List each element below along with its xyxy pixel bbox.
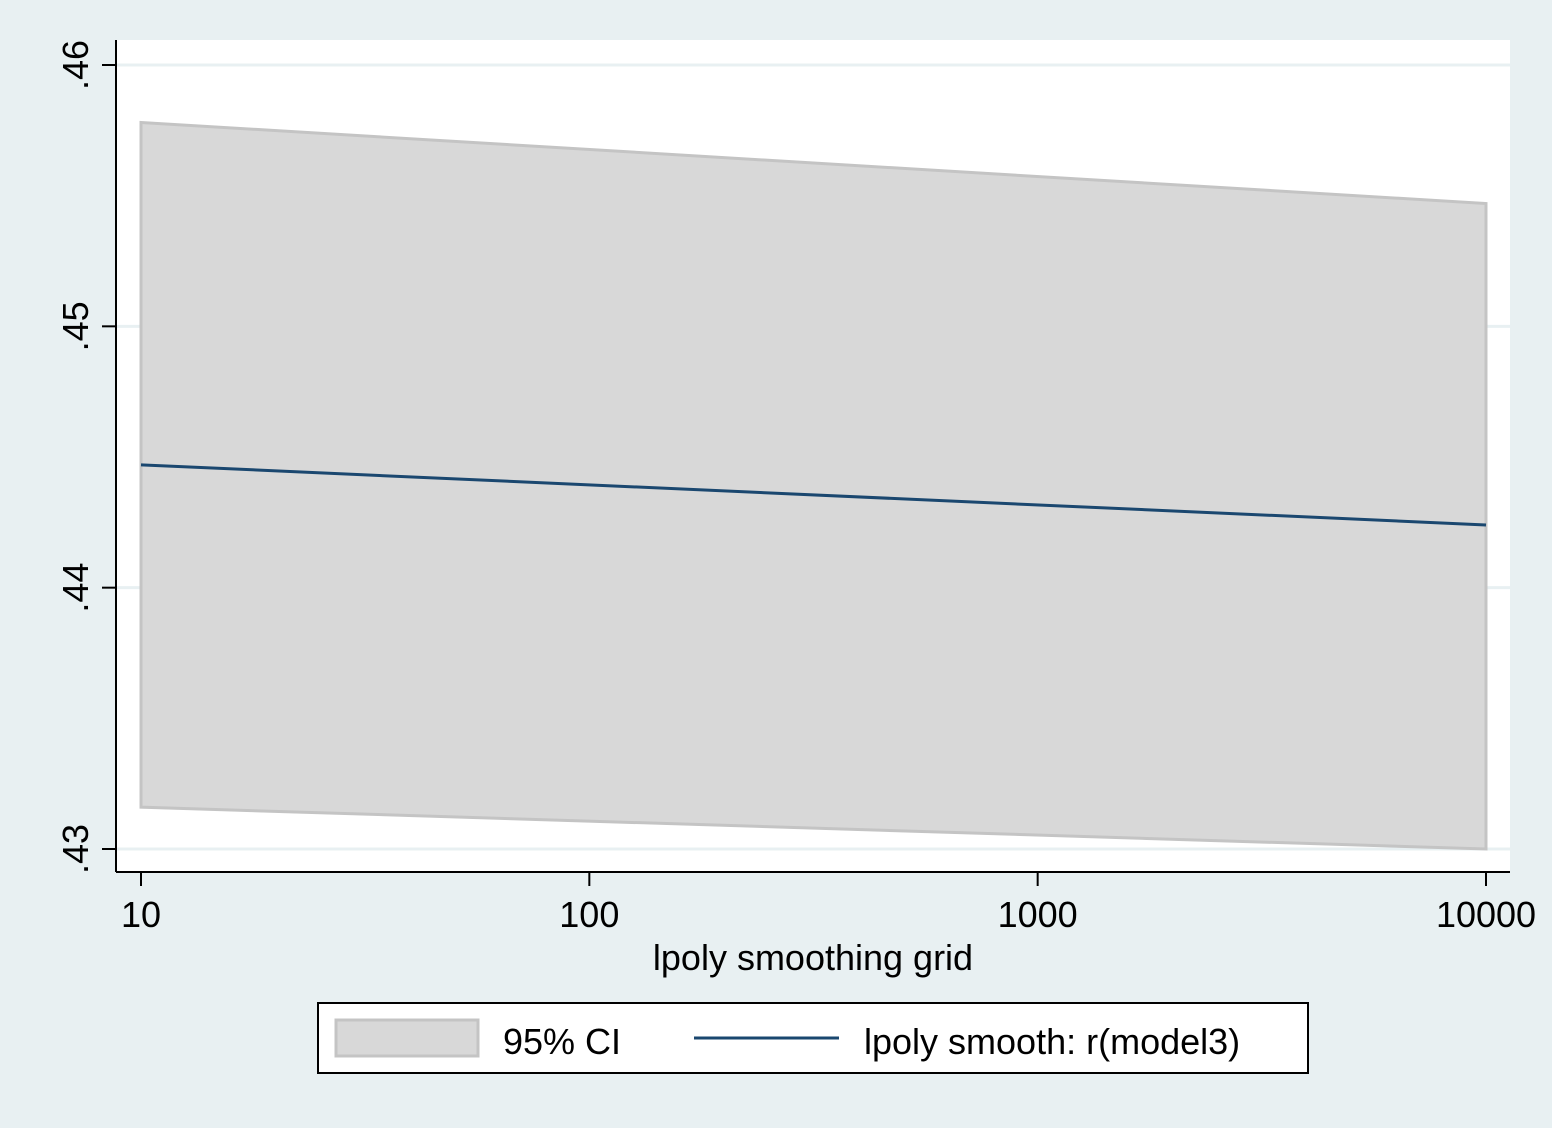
x-tick-label-3: 10000 bbox=[1436, 894, 1536, 935]
x-axis-title: lpoly smoothing grid bbox=[653, 937, 973, 978]
legend-label-line: lpoly smooth: r(model3) bbox=[864, 1021, 1240, 1062]
y-tick-label-0: .43 bbox=[55, 824, 96, 874]
series-line-lpoly-smooth bbox=[140, 463, 1487, 527]
legend-label-ci: 95% CI bbox=[503, 1021, 621, 1062]
y-axis-ticks: .43 .44 .45 .46 bbox=[55, 40, 116, 874]
ci-band bbox=[139, 120, 1488, 851]
x-tick-label-2: 1000 bbox=[998, 894, 1078, 935]
y-tick-label-1: .44 bbox=[55, 563, 96, 613]
y-tick-label-2: .45 bbox=[55, 301, 96, 351]
x-axis-ticks: 10 100 1000 10000 bbox=[121, 872, 1536, 935]
y-tick-label-3: .46 bbox=[55, 40, 96, 90]
x-tick-label-0: 10 bbox=[121, 894, 161, 935]
legend-swatch-ci bbox=[334, 1018, 480, 1058]
legend: 95% CI lpoly smooth: r(model3) bbox=[317, 1002, 1309, 1074]
x-tick-label-1: 100 bbox=[559, 894, 619, 935]
